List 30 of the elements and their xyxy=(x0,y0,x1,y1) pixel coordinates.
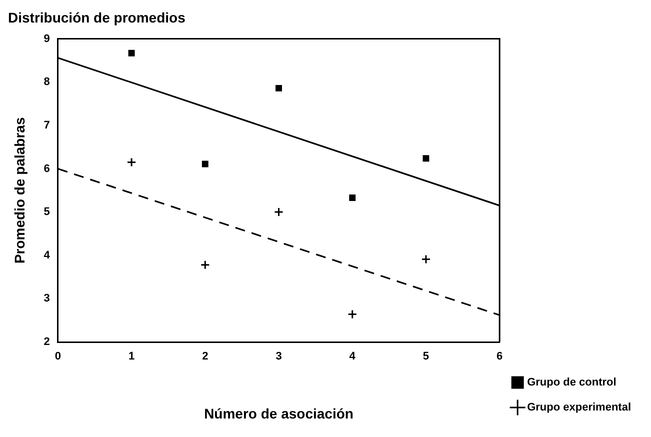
point xyxy=(422,155,430,162)
legend-label: Grupo de control xyxy=(527,376,616,389)
x-axis-title: Número de asociación xyxy=(204,405,354,422)
x-tick-label: 2 xyxy=(202,350,208,363)
x-tick-label: 6 xyxy=(496,350,503,363)
point xyxy=(276,84,282,92)
x-tick-label: 3 xyxy=(276,350,282,363)
point xyxy=(200,260,210,270)
point xyxy=(348,310,358,320)
point xyxy=(421,254,431,264)
y-tick-label: 6 xyxy=(44,162,50,175)
point xyxy=(126,157,136,167)
y-tick-label: 8 xyxy=(44,76,50,88)
x-tick-label: 4 xyxy=(349,350,356,363)
y-tick-label: 4 xyxy=(44,249,51,262)
x-tick-label: 5 xyxy=(422,350,430,363)
y-tick-label: 9 xyxy=(44,32,50,45)
y-axis-title: Promedio de palabras xyxy=(11,117,28,264)
y-tick-label: 3 xyxy=(44,292,50,305)
point xyxy=(274,207,284,217)
point xyxy=(349,194,356,201)
x-tick-label: 0 xyxy=(54,350,61,363)
chart-title: Distribución de promedios xyxy=(8,9,186,26)
point xyxy=(128,50,135,56)
point xyxy=(202,160,208,168)
y-tick-label: 5 xyxy=(44,206,50,218)
y-tick-label: 7 xyxy=(44,119,50,132)
legend-label: Grupo experimental xyxy=(527,402,632,414)
x-tick-label: 1 xyxy=(128,350,135,363)
y-tick-label: 2 xyxy=(44,336,50,348)
